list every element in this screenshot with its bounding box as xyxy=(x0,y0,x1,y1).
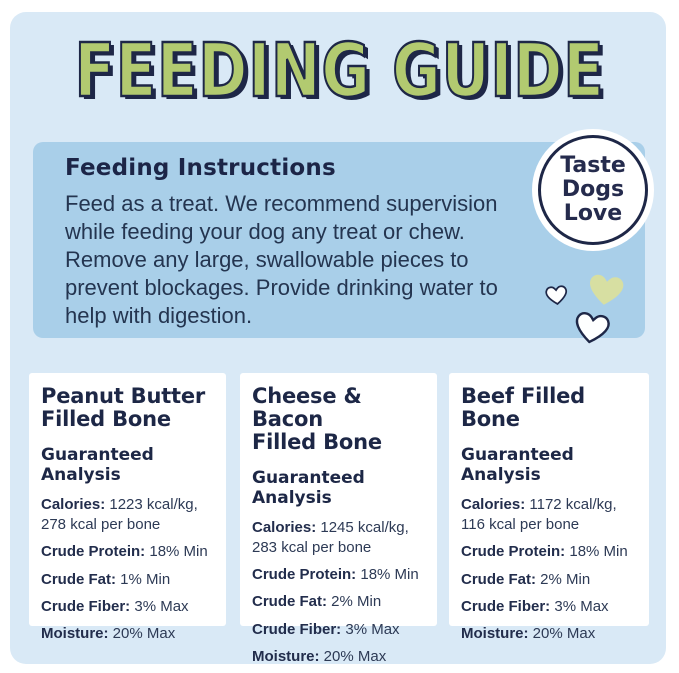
badge-ring: Taste Dogs Love xyxy=(538,135,648,245)
instructions-heading: Feeding Instructions xyxy=(65,155,336,181)
taste-dogs-love-badge: Taste Dogs Love xyxy=(532,129,654,251)
analysis-row-protein: Crude Protein: 18% Min xyxy=(461,543,628,561)
badge-text: Taste Dogs Love xyxy=(560,154,626,225)
badge-line-1: Taste xyxy=(560,153,626,179)
instructions-body: Feed as a treat. We recommend supervisio… xyxy=(65,191,498,328)
analysis-row-calories: Calories: 1223 kcal/kg, 278 kcal per bon… xyxy=(41,495,198,533)
product-title-line2: Filled Bone xyxy=(252,429,382,454)
product-title: Cheese & Bacon Filled Bone xyxy=(252,385,425,454)
analysis-heading: Guaranteed Analysis xyxy=(252,467,365,508)
product-title-line1: Cheese & Bacon xyxy=(252,384,362,431)
analysis-row-fiber: Crude Fiber: 3% Max xyxy=(461,597,609,615)
product-card-cheese-bacon: Cheese & Bacon Filled Bone Guaranteed An… xyxy=(240,373,437,665)
product-title-line2: Filled Bone xyxy=(41,406,171,431)
product-card-peanut-butter: Peanut Butter Filled Bone Guaranteed Ana… xyxy=(29,373,226,642)
analysis-row-fiber: Crude Fiber: 3% Max xyxy=(252,620,400,638)
analysis-row-fat: Crude Fat: 2% Min xyxy=(461,570,591,588)
product-card-beef: Beef Filled Bone Guaranteed Analysis Cal… xyxy=(449,373,649,642)
analysis-row-moisture: Moisture: 20% Max xyxy=(252,647,387,665)
analysis-row-fiber: Crude Fiber: 3% Max xyxy=(41,597,189,615)
analysis-row-moisture: Moisture: 20% Max xyxy=(41,625,176,642)
analysis-row-protein: Crude Protein: 18% Min xyxy=(252,566,419,584)
product-title-line2: Bone xyxy=(461,406,520,431)
analysis-rows: Calories: 1172 kcal/kg, 116 kcal per bon… xyxy=(461,495,637,645)
product-title: Peanut Butter Filled Bone xyxy=(41,385,214,431)
heart-outline-small-icon xyxy=(545,285,568,306)
product-title-line1: Peanut Butter xyxy=(41,384,206,408)
analysis-rows: Calories: 1245 kcal/kg, 283 kcal per bon… xyxy=(252,518,425,668)
product-title: Beef Filled Bone xyxy=(461,385,637,431)
analysis-rows: Calories: 1223 kcal/kg, 278 kcal per bon… xyxy=(41,495,214,645)
analysis-row-moisture: Moisture: 20% Max xyxy=(461,625,596,642)
analysis-row-fat: Crude Fat: 1% Min xyxy=(41,570,171,588)
heart-green-icon xyxy=(590,274,624,305)
analysis-heading: Guaranteed Analysis xyxy=(41,444,154,485)
analysis-heading: Guaranteed Analysis xyxy=(461,444,574,485)
badge-line-2: Dogs xyxy=(561,177,625,203)
product-title-line1: Beef Filled xyxy=(461,384,585,408)
heart-outline-large-icon xyxy=(575,312,610,344)
analysis-row-calories: Calories: 1245 kcal/kg, 283 kcal per bon… xyxy=(252,518,409,556)
analysis-row-protein: Crude Protein: 18% Min xyxy=(41,543,208,561)
badge-line-3: Love xyxy=(563,200,623,226)
page-title: FEEDING GUIDE xyxy=(74,28,605,114)
analysis-row-calories: Calories: 1172 kcal/kg, 116 kcal per bon… xyxy=(461,495,617,533)
analysis-row-fat: Crude Fat: 2% Min xyxy=(252,593,382,611)
